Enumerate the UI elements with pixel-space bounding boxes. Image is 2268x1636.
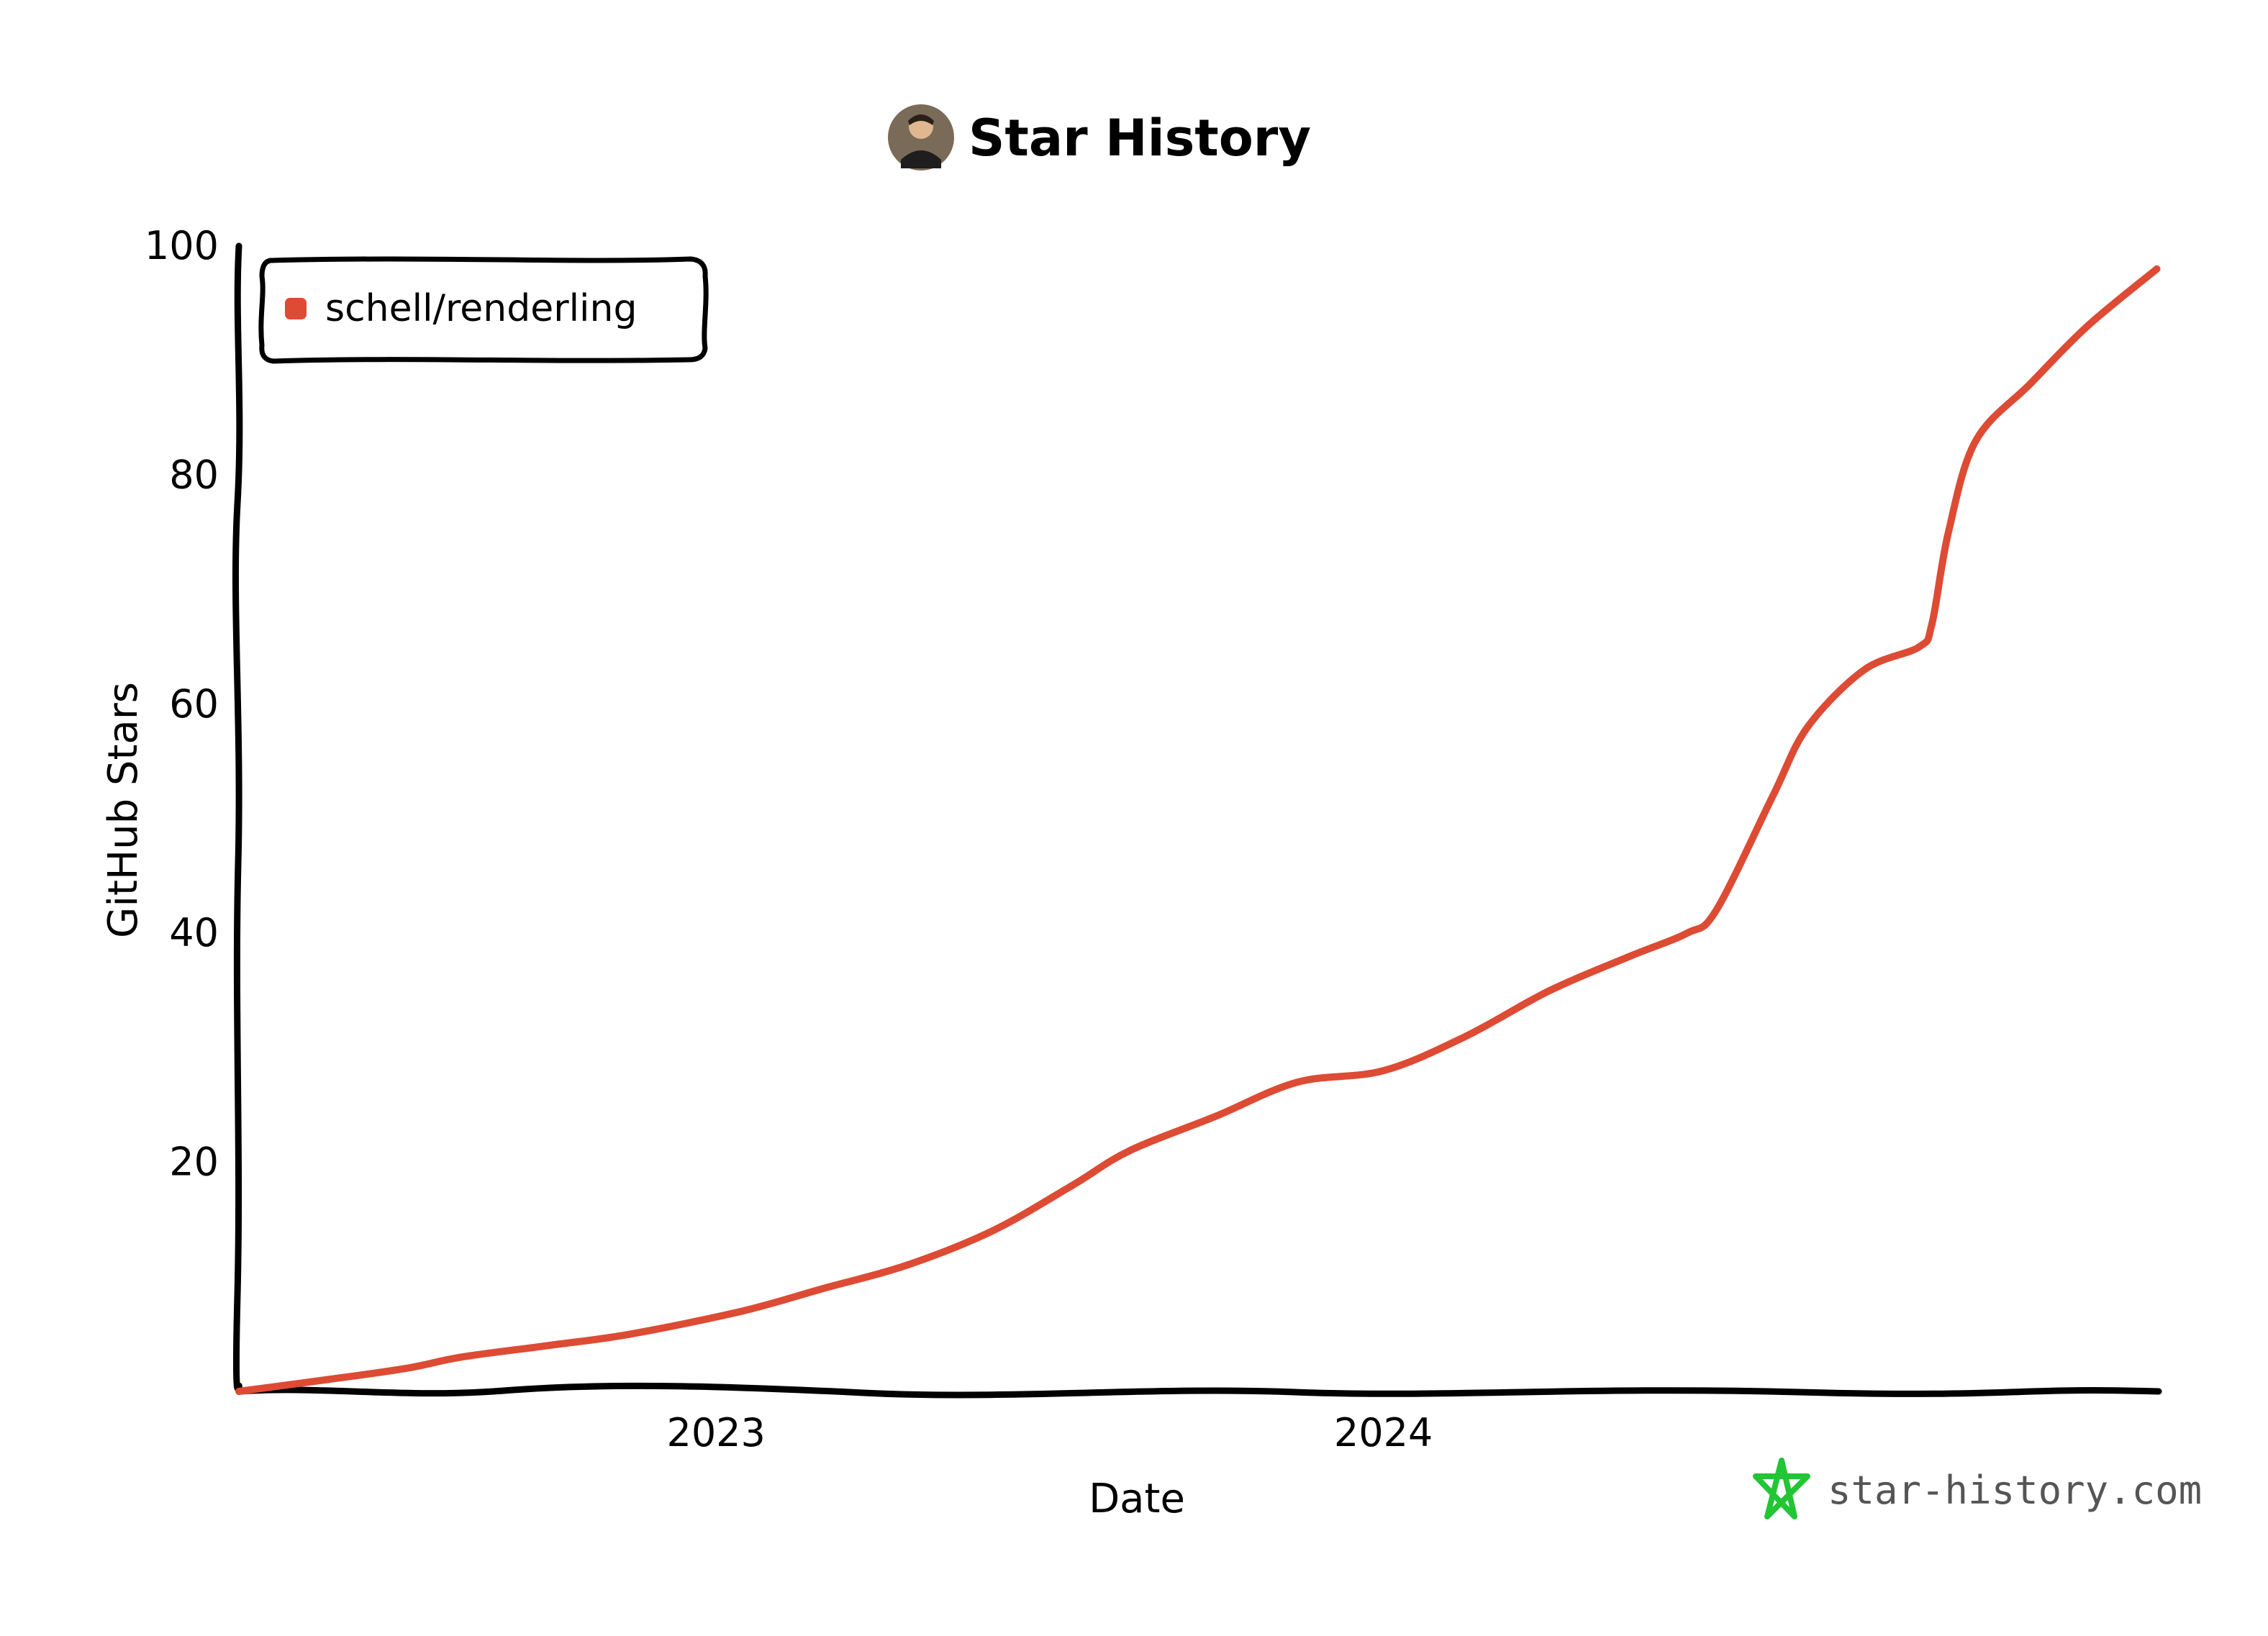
- x-axis-title: Date: [1089, 1476, 1185, 1522]
- chart-title-group: Star History: [888, 104, 1311, 171]
- avatar: [888, 104, 954, 171]
- y-tick-label: 100: [145, 223, 219, 268]
- brand-text: star-history.com: [1828, 1468, 2202, 1513]
- x-tick-labels: 2023 2024: [666, 1410, 1433, 1455]
- x-axis-line: [235, 1382, 2162, 1399]
- x-tick-label: 2024: [1334, 1410, 1433, 1455]
- chart-title: Star History: [969, 109, 1311, 168]
- legend-swatch: [285, 298, 307, 319]
- y-tick-label: 80: [169, 452, 219, 497]
- y-tick-label: 40: [169, 910, 219, 955]
- y-tick-labels: 20 40 60 80 100: [145, 223, 219, 1185]
- brand-watermark: star-history.com: [1753, 1458, 2202, 1519]
- legend-box: [258, 256, 709, 364]
- y-axis-line: [232, 242, 243, 1395]
- y-axis-title: GitHub Stars: [100, 682, 147, 938]
- series-line: [235, 265, 2161, 1395]
- star-icon: [1753, 1458, 1810, 1519]
- x-tick-label: 2023: [666, 1410, 765, 1455]
- legend: schell/renderling: [258, 256, 709, 364]
- y-tick-label: 60: [169, 681, 219, 727]
- y-tick-label: 20: [169, 1140, 219, 1185]
- series-layer: [235, 265, 2161, 1395]
- legend-label: schell/renderling: [325, 287, 637, 330]
